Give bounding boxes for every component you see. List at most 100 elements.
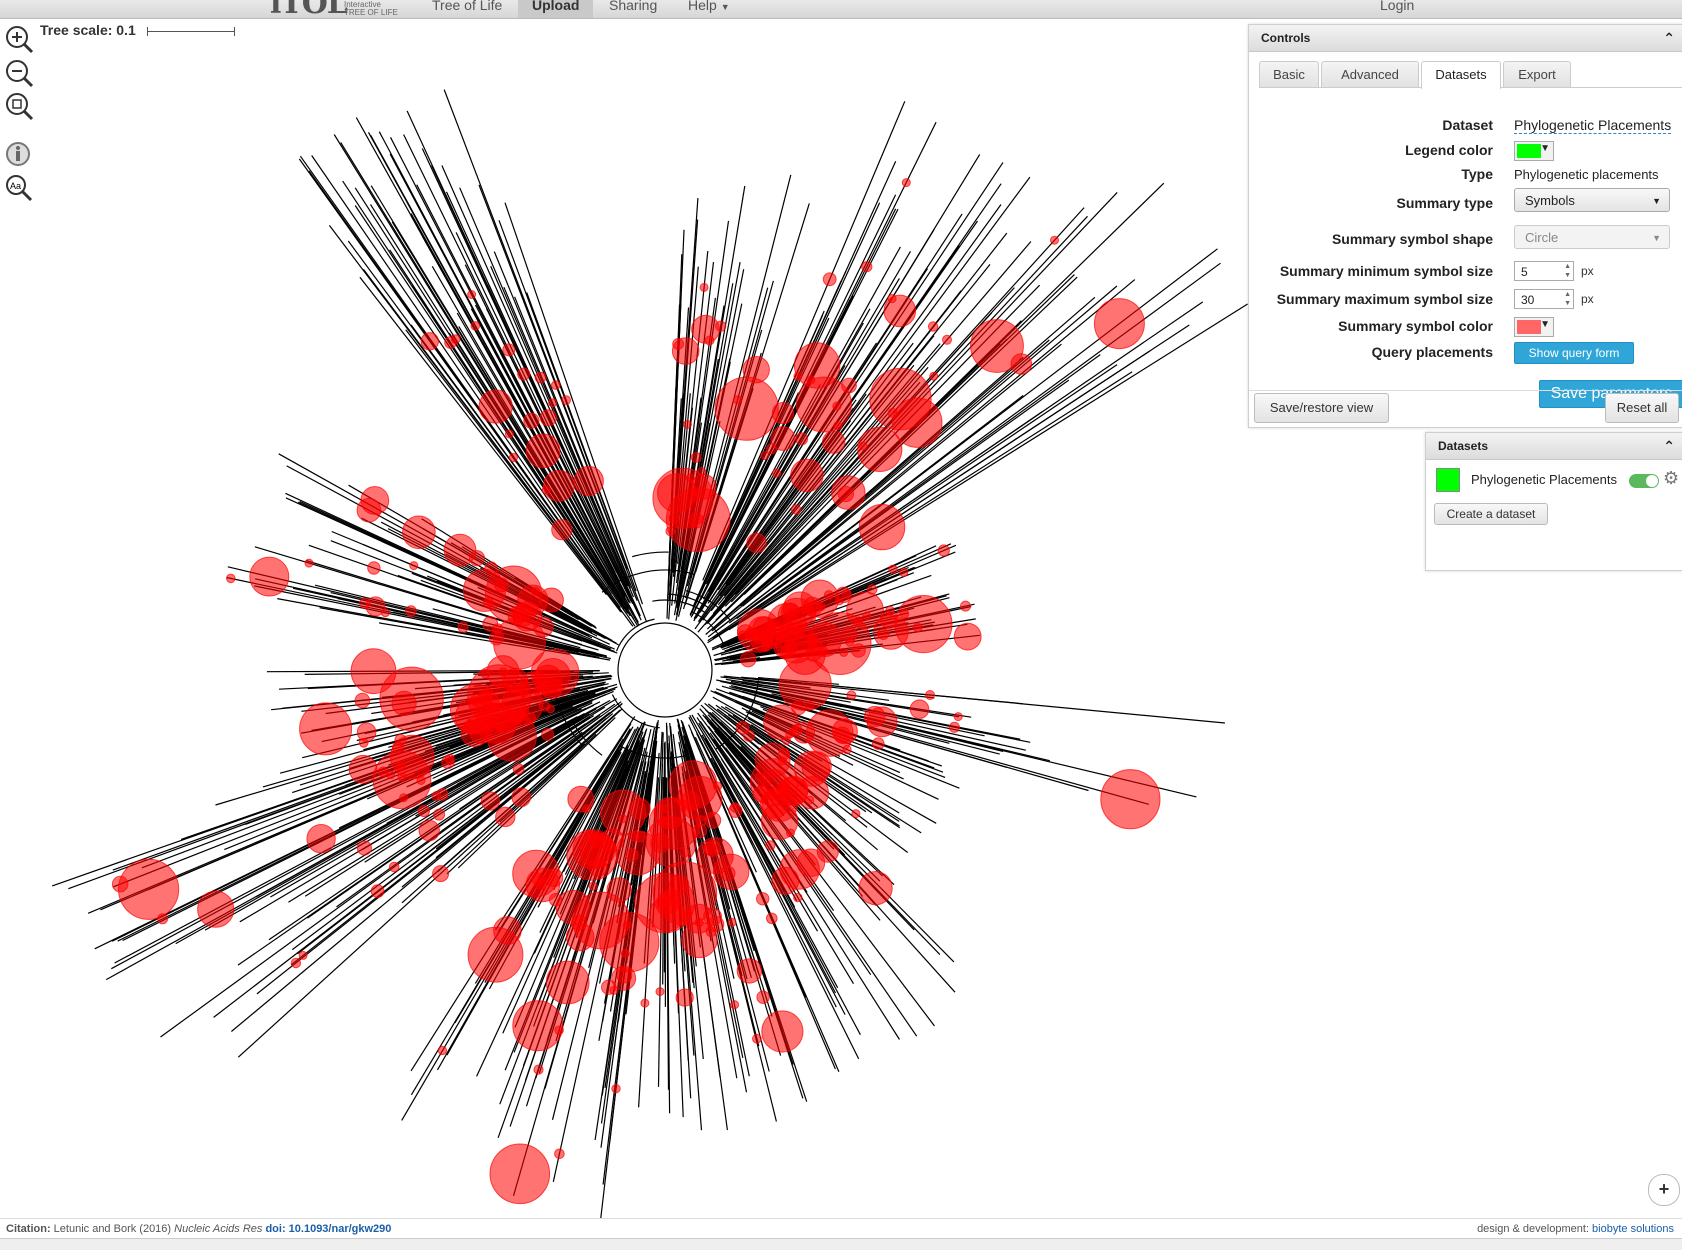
nav-sharing[interactable]: Sharing	[609, 0, 657, 18]
placement-symbol[interactable]	[747, 533, 766, 552]
placement-symbol[interactable]	[753, 1034, 762, 1043]
placement-symbol[interactable]	[544, 471, 575, 502]
placement-symbol[interactable]	[438, 1046, 446, 1054]
nav-upload[interactable]: Upload	[518, 0, 593, 18]
placement-symbol[interactable]	[660, 817, 668, 825]
placement-symbol[interactable]	[359, 738, 368, 747]
placement-symbol[interactable]	[465, 720, 476, 731]
citation-doi-link[interactable]: doi: 10.1093/nar/gkw290	[265, 1223, 391, 1235]
tab-advanced[interactable]: Advanced	[1321, 61, 1419, 87]
placement-symbol[interactable]	[859, 872, 892, 905]
placement-symbol[interactable]	[693, 824, 707, 838]
placement-symbol[interactable]	[513, 1001, 563, 1051]
tab-export[interactable]: Export	[1503, 61, 1571, 87]
placement-symbol[interactable]	[743, 357, 769, 383]
placement-symbol[interactable]	[767, 913, 778, 924]
dataset-select[interactable]: Phylogenetic Placements	[1514, 117, 1671, 134]
placement-symbol[interactable]	[434, 809, 445, 820]
nav-tree-of-life[interactable]: Tree of Life	[432, 0, 502, 18]
placement-symbol[interactable]	[499, 668, 507, 676]
placement-symbol[interactable]	[479, 390, 512, 423]
placement-symbol[interactable]	[555, 1149, 565, 1159]
placement-symbol[interactable]	[670, 875, 689, 894]
placement-symbol[interactable]	[843, 745, 851, 753]
placement-symbol[interactable]	[410, 562, 418, 570]
placement-symbol[interactable]	[961, 601, 971, 611]
placement-symbol[interactable]	[542, 729, 554, 741]
placement-symbol[interactable]	[481, 792, 499, 810]
placement-symbol[interactable]	[842, 590, 851, 599]
placement-symbol[interactable]	[227, 574, 236, 583]
placement-symbol[interactable]	[954, 623, 981, 650]
placement-symbol[interactable]	[669, 761, 717, 809]
placement-symbol[interactable]	[1101, 770, 1160, 829]
placement-symbol[interactable]	[739, 631, 748, 640]
placement-symbol[interactable]	[458, 622, 468, 632]
placement-symbol[interactable]	[791, 459, 823, 491]
placement-symbol[interactable]	[776, 631, 784, 639]
placement-symbol[interactable]	[680, 848, 689, 857]
placement-symbol[interactable]	[938, 545, 949, 556]
placement-symbol[interactable]	[858, 427, 902, 471]
summary-type-select[interactable]: Symbols ▼	[1514, 188, 1670, 212]
placement-symbol[interactable]	[686, 474, 694, 482]
placement-symbol[interactable]	[357, 723, 376, 742]
placement-symbol[interactable]	[806, 796, 814, 804]
placement-symbol[interactable]	[524, 413, 539, 428]
zoom-in-icon[interactable]	[4, 24, 34, 54]
placement-symbol[interactable]	[676, 989, 693, 1006]
placement-symbol[interactable]	[545, 869, 563, 887]
placement-symbol[interactable]	[421, 333, 438, 350]
placement-symbol[interactable]	[525, 713, 535, 723]
placement-symbol[interactable]	[566, 923, 594, 951]
placement-symbol[interactable]	[589, 858, 607, 876]
symbol-color-picker[interactable]: ▼	[1514, 317, 1554, 337]
placement-symbol[interactable]	[930, 372, 938, 380]
placement-symbol[interactable]	[607, 878, 631, 902]
placement-symbol[interactable]	[406, 606, 417, 617]
placement-symbol[interactable]	[766, 841, 775, 850]
placement-symbol[interactable]	[971, 320, 1024, 373]
placement-symbol[interactable]	[873, 738, 885, 750]
placement-symbol[interactable]	[400, 794, 408, 802]
dataset-item-name[interactable]: Phylogenetic Placements	[1471, 472, 1617, 487]
nav-login[interactable]: Login	[1380, 0, 1414, 18]
placement-symbol[interactable]	[867, 585, 877, 595]
placement-symbol[interactable]	[445, 337, 457, 349]
placement-symbol[interactable]	[744, 730, 755, 741]
placement-symbol[interactable]	[705, 336, 714, 345]
summary-shape-select[interactable]: Circle ▼	[1514, 225, 1670, 249]
placement-symbol[interactable]	[433, 866, 449, 882]
placement-symbol[interactable]	[158, 914, 168, 924]
placement-symbol[interactable]	[902, 179, 910, 187]
placement-symbol[interactable]	[753, 786, 770, 803]
placement-symbol[interactable]	[863, 612, 871, 620]
placement-symbol[interactable]	[469, 551, 484, 566]
placement-symbol[interactable]	[468, 291, 476, 299]
placement-symbol[interactable]	[546, 961, 589, 1004]
placement-symbol[interactable]	[568, 786, 594, 812]
placement-symbol[interactable]	[381, 609, 389, 617]
placement-symbol[interactable]	[720, 866, 735, 881]
placement-symbol[interactable]	[779, 659, 831, 711]
placement-symbol[interactable]	[590, 835, 603, 848]
placement-symbol[interactable]	[1094, 299, 1144, 349]
placement-symbol[interactable]	[949, 722, 959, 732]
create-dataset-button[interactable]: Create a dataset	[1434, 503, 1548, 525]
dataset-color-swatch[interactable]	[1436, 468, 1460, 492]
placement-symbol[interactable]	[432, 792, 441, 801]
placement-symbol[interactable]	[878, 629, 889, 640]
placement-symbol[interactable]	[832, 476, 866, 510]
placement-symbol[interactable]	[419, 820, 439, 840]
placement-symbol[interactable]	[762, 1011, 803, 1052]
placement-symbol[interactable]	[888, 295, 896, 303]
placement-symbol[interactable]	[889, 565, 897, 573]
legend-color-picker[interactable]: ▼	[1514, 141, 1554, 161]
placement-symbol[interactable]	[589, 882, 597, 890]
placement-symbol[interactable]	[389, 862, 399, 872]
placement-symbol[interactable]	[781, 645, 793, 657]
placement-symbol[interactable]	[494, 917, 522, 945]
placement-symbol[interactable]	[728, 918, 736, 926]
min-size-input[interactable]: 5 ▲▼	[1514, 261, 1574, 281]
placement-symbol[interactable]	[807, 376, 815, 384]
